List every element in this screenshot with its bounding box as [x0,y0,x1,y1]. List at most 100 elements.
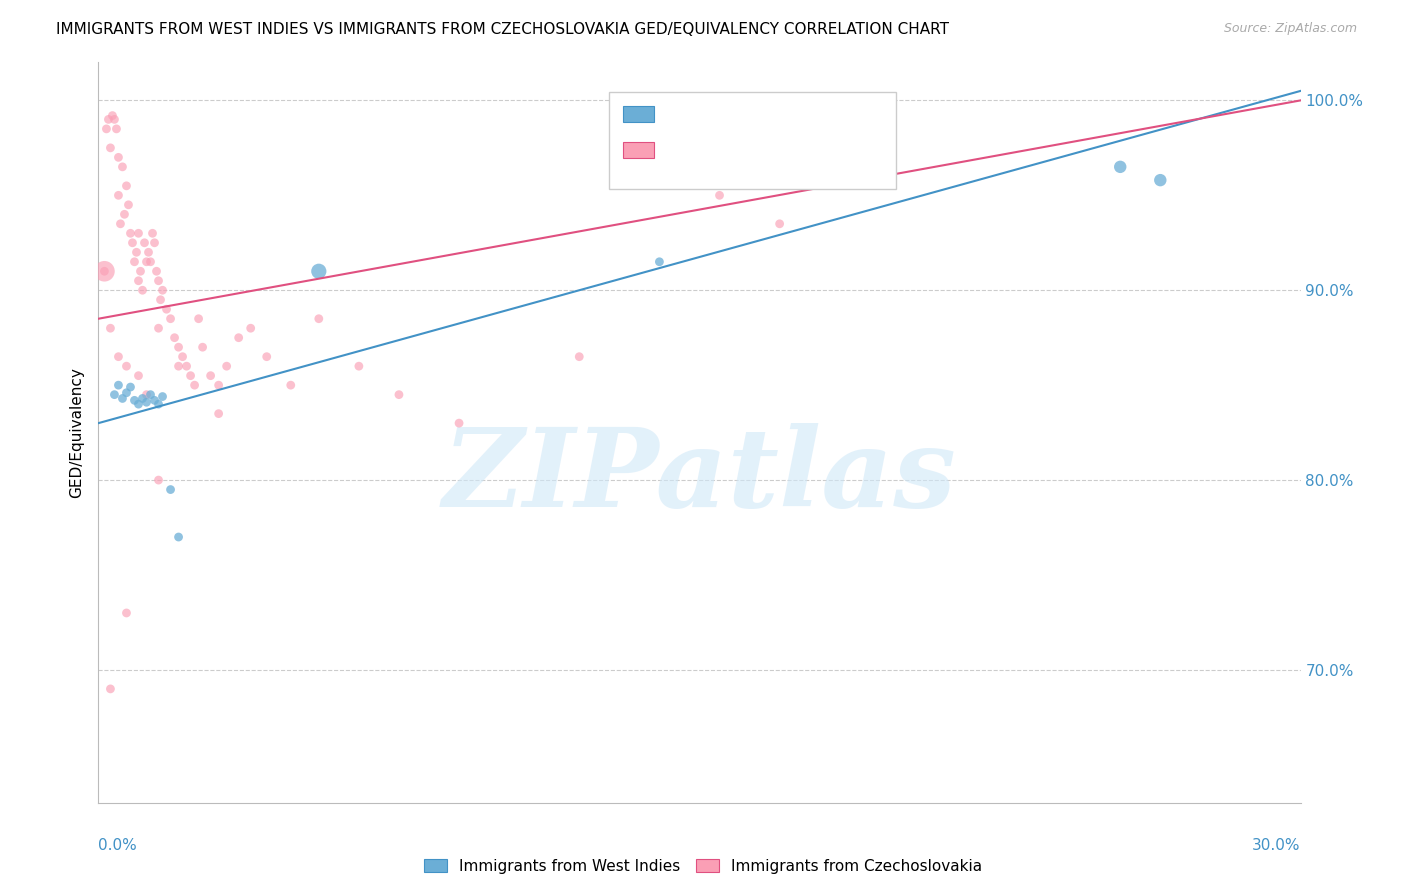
Point [103,112,125,127]
Point [152,283,174,297]
Point [148,321,170,335]
Point [256,350,278,364]
Point [228,331,250,345]
Text: R =: R = [662,143,696,157]
Point [180,368,202,383]
Point [117,198,139,212]
Point [709,188,731,202]
Point [215,359,238,374]
Point [107,150,129,164]
Point [129,264,152,278]
Point [200,368,222,383]
Point [143,235,166,250]
Point [96,121,118,136]
Point [103,387,125,401]
Point [183,378,205,392]
Point [115,606,138,620]
Text: N =: N = [765,143,808,157]
Point [120,227,142,241]
Point [131,283,153,297]
Point [93,264,115,278]
Text: 0.0%: 0.0% [98,838,138,853]
Point [145,264,167,278]
Point [308,264,330,278]
Point [128,368,150,383]
Text: IMMIGRANTS FROM WEST INDIES VS IMMIGRANTS FROM CZECHOSLOVAKIA GED/EQUIVALENCY CO: IMMIGRANTS FROM WEST INDIES VS IMMIGRANT… [56,22,949,37]
Point [124,393,146,408]
Point [139,254,162,268]
Point [167,359,190,374]
Point [191,340,214,354]
Point [128,397,150,411]
Point [152,390,174,404]
Point [121,235,143,250]
Point [568,350,591,364]
Legend: Immigrants from West Indies, Immigrants from Czechoslovakia: Immigrants from West Indies, Immigrants … [418,853,988,880]
Point [115,359,138,374]
Point [143,393,166,408]
Point [308,311,330,326]
Point [159,483,181,497]
Text: 19: 19 [808,107,830,121]
Point [100,321,122,335]
Point [93,264,115,278]
Point [167,530,190,544]
Point [208,407,231,421]
Point [167,340,190,354]
Text: 0.290: 0.290 [707,143,755,157]
Point [105,121,128,136]
Point [107,350,129,364]
Point [139,387,162,401]
Point [149,293,172,307]
Point [107,188,129,202]
Point [107,378,129,392]
Point [100,681,122,696]
Point [115,178,138,193]
Point [124,254,146,268]
Point [111,392,134,406]
Point [135,254,157,268]
Point [648,254,671,268]
Point [110,217,132,231]
Text: ZIPatlas: ZIPatlas [443,424,956,531]
Point [1149,173,1171,187]
Point [138,245,160,260]
Point [280,378,302,392]
Point [176,359,198,374]
Point [388,387,411,401]
Point [768,217,790,231]
Point [148,397,170,411]
Point [135,395,157,409]
Point [187,311,209,326]
Text: Source: ZipAtlas.com: Source: ZipAtlas.com [1223,22,1357,36]
Point [128,227,150,241]
Text: 0.550: 0.550 [707,107,755,121]
Text: 65: 65 [808,143,830,157]
Point [125,245,148,260]
Point [115,385,138,400]
Point [131,392,153,406]
Point [135,387,157,401]
Text: R =: R = [662,107,696,121]
Y-axis label: GED/Equivalency: GED/Equivalency [69,368,84,498]
Point [239,321,262,335]
Point [111,160,134,174]
Point [172,350,194,364]
Point [134,235,156,250]
Point [1109,160,1132,174]
Point [128,274,150,288]
Point [120,380,142,394]
Point [97,112,120,127]
Point [148,473,170,487]
Point [101,109,124,123]
Point [447,416,470,430]
Point [163,331,186,345]
Point [347,359,370,374]
Point [208,378,231,392]
Point [114,207,136,221]
Point [155,302,177,317]
Point [100,141,122,155]
Text: 30.0%: 30.0% [1253,838,1301,853]
Point [828,160,851,174]
Point [159,311,181,326]
